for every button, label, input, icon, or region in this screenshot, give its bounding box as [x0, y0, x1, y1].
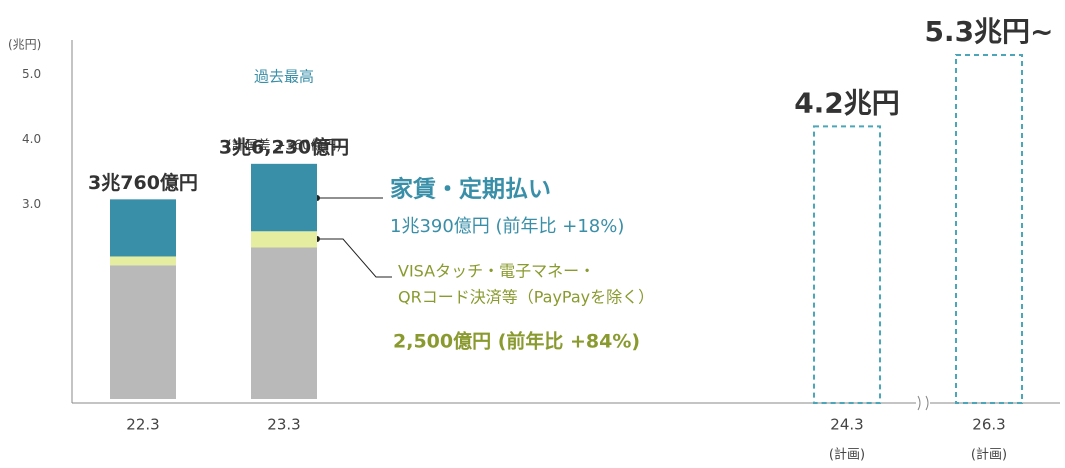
- total-label: 4.2兆円: [794, 86, 900, 119]
- visa-line: QRコード決済等（PayPayを除く）: [398, 288, 654, 307]
- leader-line: [317, 238, 392, 278]
- x-tick-label: 23.3: [267, 416, 300, 434]
- visa-value: 2,500億円 (前年比 +84%): [393, 330, 640, 353]
- visa-line: VISAタッチ・電子マネー・: [398, 262, 595, 281]
- rent-value: 1兆390億円 (前年比 +18%): [390, 216, 624, 237]
- bar-segment: [110, 265, 176, 399]
- record-label: 過去最高: [254, 68, 314, 86]
- y-tick-label: 5.0: [22, 67, 41, 81]
- axis-break: [917, 395, 929, 411]
- x-tick-label: 22.3: [126, 416, 159, 434]
- plan-diff: (計画差 +360億円): [227, 138, 342, 154]
- plan-bar: [813, 125, 881, 405]
- total-label: 5.3兆円~: [924, 15, 1053, 48]
- bar-segment: [251, 163, 317, 232]
- total-label: 3兆6,230億円: [219, 135, 349, 158]
- x-tick-label: 26.3: [972, 416, 1005, 434]
- x-sublabel: (計画): [829, 447, 865, 463]
- x-sublabel: (計画): [971, 447, 1007, 463]
- bar-segment: [110, 199, 176, 257]
- plan-bar: [955, 53, 1023, 405]
- bar-segment: [251, 247, 317, 399]
- y-tick-label: 4.0: [22, 132, 41, 146]
- rent-title: 家賃・定期払い: [390, 176, 551, 203]
- total-label: 3兆760億円: [88, 171, 198, 194]
- y-tick-label: 3.0: [22, 197, 41, 211]
- bar-segment: [110, 256, 176, 266]
- y-unit: (兆円): [8, 38, 41, 52]
- x-tick-label: 24.3: [830, 416, 863, 434]
- bar-segment: [251, 231, 317, 248]
